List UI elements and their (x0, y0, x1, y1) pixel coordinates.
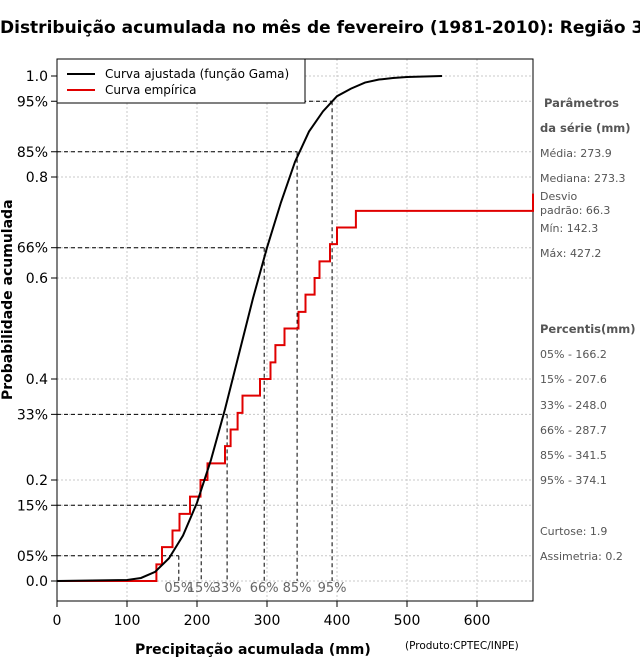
params-heading-line1: Parâmetros (544, 96, 620, 110)
percentil-33: 33% - 248.0 (540, 399, 607, 412)
y-tick-label-7: 66% (17, 241, 48, 257)
percentile-label-1: 15% (187, 581, 216, 596)
y-tick-label-4: 33% (17, 407, 48, 423)
stat-max: Máx: 427.2 (540, 247, 602, 260)
stat-desvio-line1: Desvio (540, 190, 578, 203)
y-tick-label-2: 15% (17, 498, 48, 514)
stat-media: Média: 273.9 (540, 147, 612, 160)
y-tick-label-5: 0.4 (26, 372, 48, 388)
x-tick-label-0: 0 (53, 613, 62, 629)
y-tick-label-10: 95% (17, 94, 48, 110)
percentile-label-0: 05% (164, 581, 193, 596)
y-tick-label-1: 05% (17, 549, 48, 565)
percentile-label-3: 66% (250, 581, 279, 596)
stat-mediana: Mediana: 273.3 (540, 172, 626, 185)
x-tick-label-6: 600 (464, 613, 491, 629)
plot-frame (56, 58, 534, 602)
stat-assimetria: Assimetria: 0.2 (540, 550, 623, 563)
fitted-gamma-curve (56, 75, 443, 582)
x-axis-label: Precipitação acumulada (mm) (135, 642, 371, 658)
y-tick-label-11: 1.0 (26, 69, 48, 85)
x-tick-label-1: 100 (114, 613, 141, 629)
percentis-heading: Percentis(mm) (540, 322, 636, 336)
percentil-66: 66% - 287.7 (540, 424, 607, 437)
stat-desvio-line2: padrão: 66.3 (540, 204, 611, 217)
x-tick-label-5: 500 (394, 613, 421, 629)
y-tick-label-9: 85% (17, 145, 48, 161)
y-tick-label-6: 0.6 (26, 271, 48, 287)
params-heading-line2: da série (mm) (540, 121, 631, 135)
x-tick-label-4: 400 (324, 613, 351, 629)
y-axis-label: Probabilidade acumulada (0, 199, 16, 400)
legend-label-1: Curva empírica (105, 83, 196, 97)
y-tick-label-8: 0.8 (26, 170, 48, 186)
percentile-label-5: 95% (318, 581, 347, 596)
legend-label-0: Curva ajustada (função Gama) (105, 67, 289, 81)
percentil-85: 85% - 341.5 (540, 449, 607, 462)
percentil-05: 05% - 166.2 (540, 348, 607, 361)
percentil-95: 95% - 374.1 (540, 474, 607, 487)
y-tick-label-0: 0.0 (26, 574, 48, 590)
chart-title: Distribuição acumulada no mês de feverei… (0, 18, 640, 38)
percentil-15: 15% - 207.6 (540, 373, 607, 386)
product-credit: (Produto:CPTEC/INPE) (405, 640, 519, 652)
x-tick-label-2: 200 (184, 613, 211, 629)
stat-curtose: Curtose: 1.9 (540, 525, 608, 538)
y-tick-label-3: 0.2 (26, 473, 48, 489)
percentile-label-4: 85% (283, 581, 312, 596)
empirical-curve (57, 193, 534, 582)
stat-min: Mín: 142.3 (540, 222, 599, 235)
legend-box (56, 58, 306, 104)
percentile-label-2: 33% (213, 581, 242, 596)
x-tick-label-3: 300 (254, 613, 281, 629)
